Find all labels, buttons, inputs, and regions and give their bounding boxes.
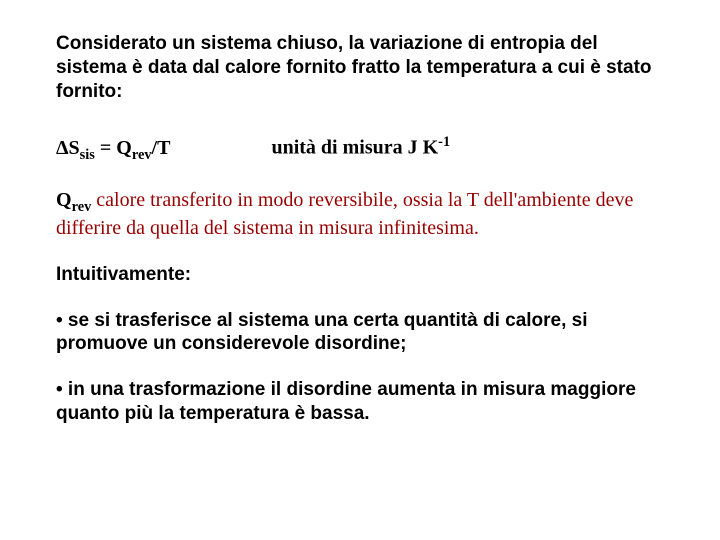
entropy-formula: ΔSsis = Qrev/T bbox=[56, 136, 170, 164]
intro-paragraph: Considerato un sistema chiuso, la variaz… bbox=[56, 32, 672, 103]
unit-exponent: -1 bbox=[438, 134, 450, 150]
rev-subscript-2: rev bbox=[72, 199, 92, 215]
sis-subscript: sis bbox=[80, 147, 95, 163]
formula-row: ΔSsis = Qrev/T unità di misura J K-1 bbox=[56, 133, 672, 164]
rev-subscript: rev bbox=[132, 147, 152, 163]
qrev-paragraph: Qrev calore transferito in modo reversib… bbox=[56, 188, 672, 241]
bullet-2: • in una trasformazione il disordine aum… bbox=[56, 378, 672, 426]
over-T: /T bbox=[152, 137, 171, 159]
bullet-1: • se si trasferisce al sistema una certa… bbox=[56, 309, 672, 357]
delta-symbol: Δ bbox=[56, 137, 69, 159]
intuitivamente-heading: Intuitivamente: bbox=[56, 263, 672, 287]
S-symbol: S bbox=[69, 137, 80, 159]
equals-Q: = Q bbox=[95, 137, 132, 159]
unit-text: unità di misura J K bbox=[271, 137, 438, 159]
qrev-text: calore transferito in modo reversibile, … bbox=[56, 189, 633, 239]
unit-label: unità di misura J K-1 bbox=[271, 133, 450, 161]
Q-symbol: Q bbox=[56, 189, 72, 211]
